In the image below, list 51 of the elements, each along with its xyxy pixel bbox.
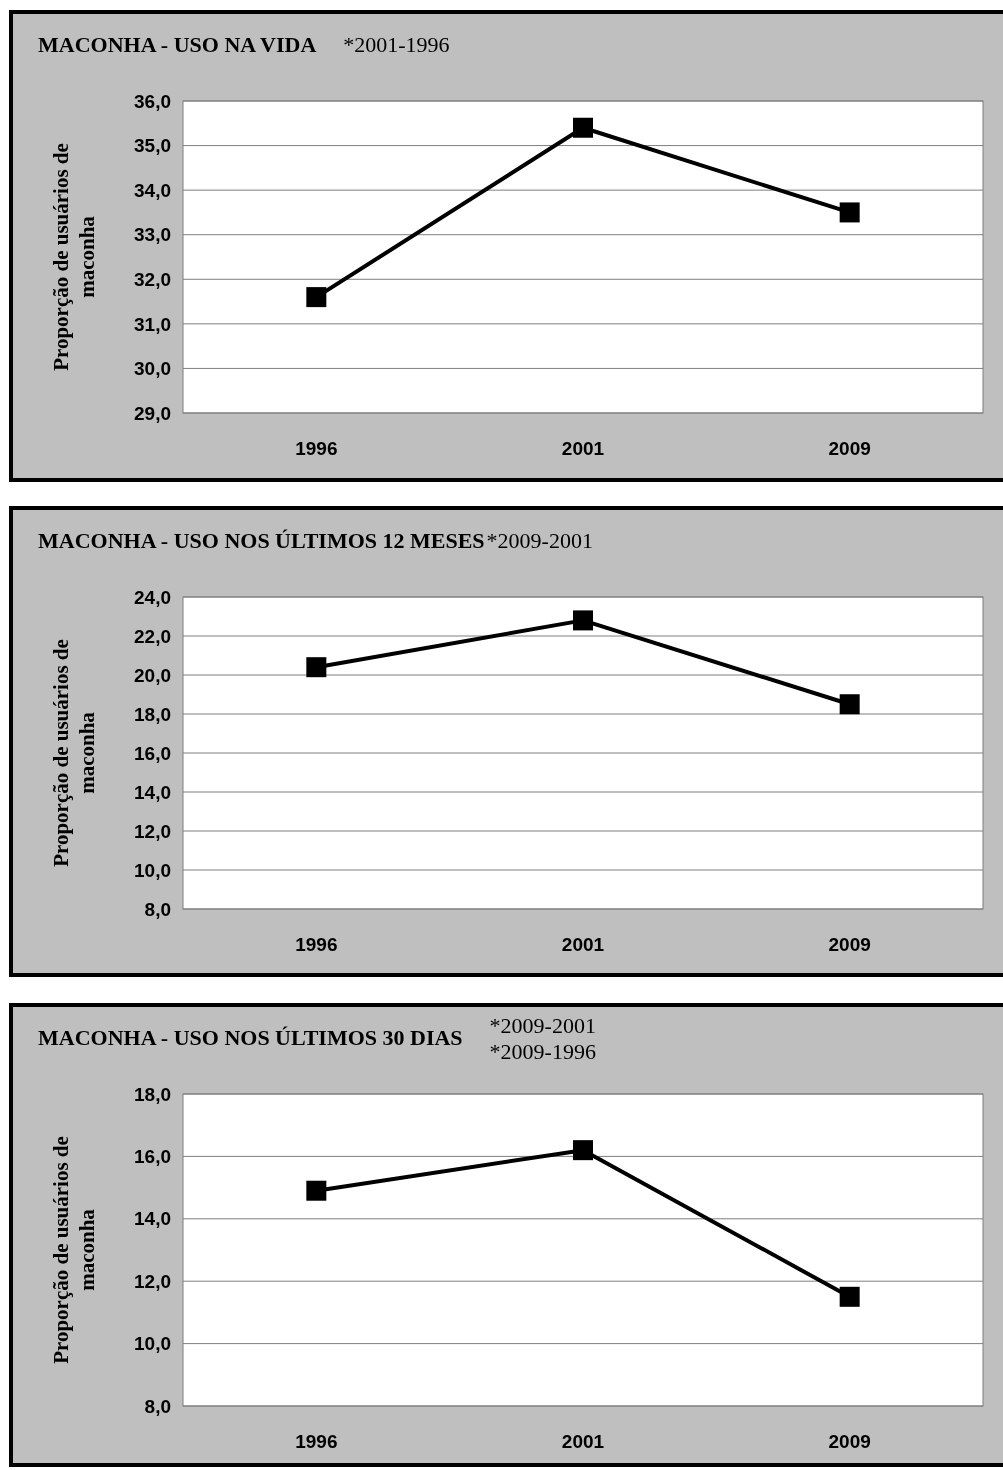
y-tick-label: 22,0 [134,625,171,647]
text: *2009-2001 [486,528,593,553]
y-tick-label: 30,0 [134,358,171,380]
x-tick-label: 2009 [828,1431,871,1452]
chart-title: MACONHA - USO NOS ÚLTIMOS 30 DIAS [38,1025,463,1050]
x-tick-label: 1996 [295,1431,338,1452]
y-tick-label: 20,0 [134,664,171,686]
y-tick-label: 18,0 [134,1083,171,1105]
y-axis-title: Proporção de usuários de maconha [49,1136,99,1364]
y-axis-title: Proporção de usuários de maconha [49,639,99,867]
x-tick-label: 2001 [561,438,605,459]
point [839,1286,860,1307]
y-tick-label: 8,0 [144,1395,171,1417]
point [839,694,860,715]
y-tick-label: 24,0 [134,586,171,608]
x-tick-label: 1996 [295,934,338,955]
y-tick-label: 36,0 [134,90,171,112]
y-tick-label: 12,0 [134,820,171,842]
y-tick-label: 8,0 [144,898,171,920]
point [573,610,593,631]
y-tick-label: 14,0 [134,1208,171,1230]
y-tick-label: 16,0 [134,742,171,764]
y-tick-label: 10,0 [134,1333,171,1355]
text: *2009-2001 [489,1013,596,1038]
y-tick-label: 18,0 [134,703,171,725]
x-tick-label: 2001 [561,1431,605,1452]
x-tick-label: 2009 [828,438,871,459]
point [573,1140,593,1161]
y-tick-label: 29,0 [134,402,171,424]
x-tick-label: 2009 [828,934,871,955]
y-tick-label: 32,0 [134,268,171,290]
chart-title: MACONHA - USO NOS ÚLTIMOS 12 MESES [38,528,485,553]
y-tick-label: 16,0 [134,1146,171,1168]
y-tick-label: 10,0 [134,859,171,881]
y-axis-title: Proporção de usuários de maconha [49,143,99,371]
y-tick-label: 14,0 [134,781,171,803]
x-tick-label: 1996 [295,438,338,459]
point [306,287,327,308]
text: *2009-1996 [489,1039,596,1064]
point [573,117,593,138]
point [306,1180,327,1201]
chart-title: MACONHA - USO NA VIDA [38,32,317,57]
y-tick-label: 31,0 [134,313,171,335]
text: *2001-1996 [343,32,450,57]
y-tick-label: 35,0 [134,135,171,157]
point [306,657,327,678]
y-tick-label: 12,0 [134,1270,171,1292]
x-tick-label: 2001 [561,934,605,955]
y-tick-label: 34,0 [134,179,171,201]
y-tick-label: 33,0 [134,224,171,246]
point [839,202,860,223]
